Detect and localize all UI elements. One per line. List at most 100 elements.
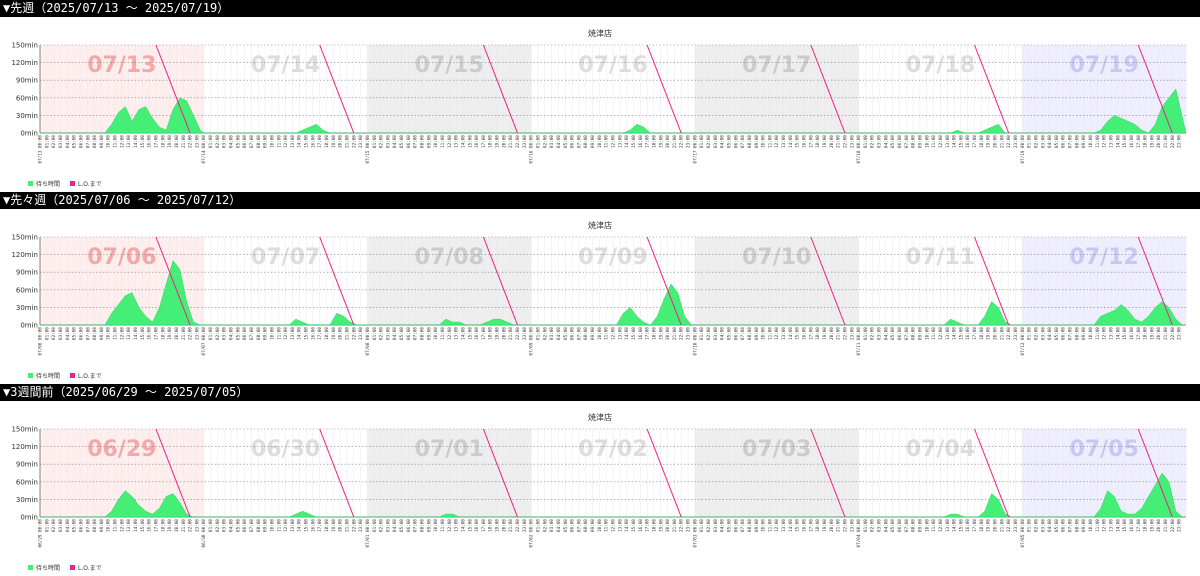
x-tick-label: 17:00 — [1136, 327, 1142, 340]
lo-line — [482, 44, 518, 134]
x-tick-label: 15:00 — [1122, 519, 1128, 532]
x-tick-label: 01:00 — [699, 135, 705, 148]
x-tick-label: 19:00 — [167, 135, 173, 148]
x-tick-label: 15:00 — [467, 135, 473, 148]
x-tick-label: 11:00 — [1095, 327, 1101, 340]
x-tick-label: 22:00 — [1006, 135, 1012, 148]
x-tick-label: 01:00 — [372, 135, 378, 148]
x-tick-label: 10:00 — [433, 519, 439, 532]
x-tick-label: 09:00 — [917, 519, 923, 532]
wait-area — [367, 318, 532, 326]
x-tick-label: 16:00 — [1129, 327, 1135, 340]
x-tick-label: 22:00 — [188, 519, 194, 532]
lo-line — [1137, 236, 1173, 326]
x-tick-label: 14:00 — [1115, 327, 1121, 340]
x-tick-label: 06:00 — [78, 135, 84, 148]
x-tick-label: 17:00 — [645, 135, 651, 148]
x-tick-label: 10:00 — [924, 519, 930, 532]
x-tick-label: 03:00 — [877, 519, 883, 532]
x-tick-label: 21:00 — [672, 519, 678, 532]
x-tick-label: 07/05 00:00 — [1020, 519, 1026, 548]
x-tick-label: 05:00 — [399, 519, 405, 532]
y-tick-label: 120min — [11, 59, 38, 67]
x-tick-label: 18:00 — [1143, 327, 1149, 340]
x-tick-label: 05:00 — [1054, 327, 1060, 340]
x-tick-label: 12:00 — [119, 327, 125, 340]
x-tick-label: 10:00 — [269, 519, 275, 532]
x-tick-label: 05:00 — [399, 135, 405, 148]
x-tick-label: 08:00 — [583, 135, 589, 148]
x-tick-label: 11:00 — [440, 327, 446, 340]
x-tick-label: 17:00 — [972, 135, 978, 148]
x-tick-label: 05:00 — [72, 327, 78, 340]
x-tick-label: 18:00 — [1143, 519, 1149, 532]
x-tick-label: 19:00 — [331, 519, 337, 532]
x-tick-label: 06:00 — [733, 327, 739, 340]
x-tick-label: 12:00 — [774, 135, 780, 148]
day-label: 07/13 — [87, 53, 156, 78]
x-tick-label: 01:00 — [535, 519, 541, 532]
x-tick-label: 15:00 — [304, 519, 310, 532]
x-tick-label: 14:00 — [952, 135, 958, 148]
x-tick-label: 14:00 — [133, 327, 139, 340]
x-tick-label: 08:00 — [92, 327, 98, 340]
x-tick-label: 09:00 — [426, 519, 432, 532]
x-tick-label: 14:00 — [297, 135, 303, 148]
x-tick-label: 09:00 — [917, 327, 923, 340]
x-tick-label: 08:00 — [911, 519, 917, 532]
x-tick-label: 07/14 00:00 — [201, 135, 207, 164]
x-tick-label: 11:00 — [113, 519, 119, 532]
x-tick-label: 12:00 — [938, 327, 944, 340]
x-tick-label: 17:00 — [972, 519, 978, 532]
lo-line — [810, 236, 846, 326]
day-label: 07/08 — [415, 245, 484, 270]
week-header: ▼先週（2025/07/13 ～ 2025/07/19） — [0, 0, 1200, 17]
x-tick-label: 16:00 — [310, 327, 316, 340]
x-tick-label: 13:00 — [1108, 327, 1114, 340]
x-tick-label: 12:00 — [283, 327, 289, 340]
x-tick-label: 06:00 — [733, 519, 739, 532]
week-header: ▼3週間前（2025/06/29 ～ 2025/07/05） — [0, 384, 1200, 401]
x-tick-label: 19:00 — [331, 327, 337, 340]
x-tick-label: 19:00 — [658, 135, 664, 148]
x-tick-label: 13:00 — [290, 135, 296, 148]
x-tick-label: 07/07 00:00 — [201, 327, 207, 356]
x-tick-label: 09:00 — [754, 327, 760, 340]
x-tick-label: 03:00 — [222, 135, 228, 148]
x-tick-label: 07:00 — [576, 135, 582, 148]
wait-area — [203, 123, 368, 134]
x-tick-label: 07/03 00:00 — [692, 519, 698, 548]
x-tick-label: 03:00 — [58, 135, 64, 148]
x-tick-label: 03:00 — [58, 327, 64, 340]
day-label: 07/05 — [1070, 437, 1139, 462]
x-tick-label: 01:00 — [863, 135, 869, 148]
x-tick-label: 04:00 — [556, 135, 562, 148]
x-tick-label: 16:00 — [1129, 135, 1135, 148]
x-tick-label: 22:00 — [679, 135, 685, 148]
wait-area — [858, 123, 1023, 134]
legend: 待ち時間 L.O.まで — [28, 179, 102, 188]
x-tick-label: 14:00 — [460, 135, 466, 148]
wait-area — [40, 97, 205, 134]
x-tick-label: 09:00 — [590, 327, 596, 340]
x-tick-label: 01:00 — [44, 519, 50, 532]
x-tick-label: 04:00 — [229, 519, 235, 532]
y-tick-label: 30min — [16, 112, 38, 120]
x-tick-label: 15:00 — [304, 327, 310, 340]
x-tick-label: 03:00 — [385, 327, 391, 340]
x-tick-label: 12:00 — [938, 519, 944, 532]
y-tick-label: 90min — [16, 77, 38, 85]
x-tick-label: 09:00 — [426, 327, 432, 340]
x-tick-label: 07/16 00:00 — [529, 135, 535, 164]
x-tick-label: 07/08 00:00 — [365, 327, 371, 356]
day-label: 07/12 — [1070, 245, 1139, 270]
x-tick-label: 22:00 — [842, 327, 848, 340]
x-tick-label: 04:00 — [392, 327, 398, 340]
x-tick-label: 11:00 — [604, 327, 610, 340]
x-tick-label: 02:00 — [51, 135, 57, 148]
x-tick-label: 07/17 00:00 — [692, 135, 698, 164]
x-tick-label: 06:00 — [406, 519, 412, 532]
x-tick-label: 18:00 — [160, 327, 166, 340]
x-tick-label: 18:00 — [979, 519, 985, 532]
legend-wait-label: 待ち時間 — [36, 373, 61, 380]
